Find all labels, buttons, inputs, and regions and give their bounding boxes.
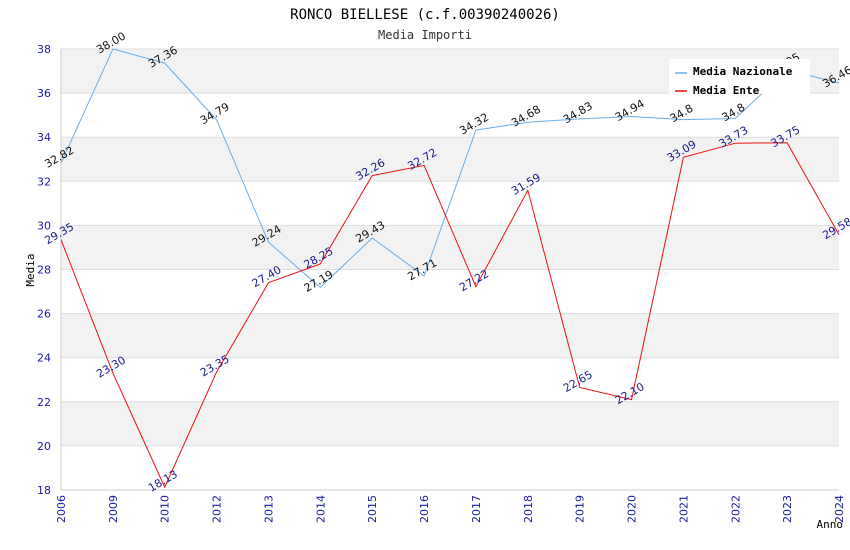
x-axis-ticks: 2006 2009 2010 2012 2013 2014 2015 2016 2017 2018… bbox=[55, 495, 846, 523]
plot-band bbox=[61, 357, 839, 402]
x-tick-label: 2012 bbox=[211, 495, 224, 523]
x-tick-label: 2016 bbox=[418, 495, 431, 523]
x-tick-label: 2010 bbox=[159, 495, 172, 523]
x-tick-label: 2020 bbox=[626, 495, 639, 523]
legend-box bbox=[669, 59, 810, 94]
y-tick-label: 38 bbox=[37, 43, 51, 56]
series-line-media-nazionale bbox=[60, 48, 840, 289]
y-tick-label: 26 bbox=[37, 308, 51, 321]
series-lines bbox=[60, 48, 840, 489]
y-tick-label: 30 bbox=[37, 219, 51, 232]
x-tick-label: 2006 bbox=[55, 495, 68, 523]
x-tick-label: 2022 bbox=[729, 495, 742, 523]
y-axis-label: Media bbox=[24, 253, 37, 286]
x-tick-label: 2021 bbox=[677, 495, 690, 523]
x-tick-label: 2024 bbox=[833, 495, 846, 523]
x-tick-label: 2009 bbox=[107, 495, 120, 523]
x-tick-label: 2015 bbox=[366, 495, 379, 523]
legend: Media Nazionale Media Ente bbox=[669, 59, 810, 97]
plot-band bbox=[61, 313, 839, 358]
y-tick-label: 36 bbox=[37, 87, 51, 100]
y-tick-label: 22 bbox=[37, 396, 51, 409]
legend-label-ente: Media Ente bbox=[693, 84, 760, 97]
plot-band bbox=[61, 445, 839, 490]
chart-title: RONCO BIELLESE (c.f.00390240026) bbox=[290, 7, 560, 23]
y-tick-label: 32 bbox=[37, 175, 51, 188]
series-line-media-ente bbox=[60, 142, 840, 489]
y-tick-label: 18 bbox=[37, 484, 51, 497]
x-axis-label: Anno bbox=[817, 518, 844, 531]
plot-band bbox=[61, 401, 839, 446]
x-tick-label: 2018 bbox=[522, 495, 535, 523]
x-tick-label: 2017 bbox=[470, 495, 483, 523]
y-tick-label: 28 bbox=[37, 264, 51, 277]
y-tick-label: 24 bbox=[37, 352, 51, 365]
y-tick-label: 20 bbox=[37, 440, 51, 453]
plot-band bbox=[61, 269, 839, 314]
x-tick-label: 2014 bbox=[314, 495, 327, 523]
legend-label-nazionale: Media Nazionale bbox=[693, 65, 793, 78]
x-tick-label: 2019 bbox=[574, 495, 587, 523]
plot-band bbox=[61, 93, 839, 138]
plot-bands bbox=[61, 49, 839, 490]
plot-band bbox=[61, 225, 839, 270]
y-tick-label: 34 bbox=[37, 131, 51, 144]
x-tick-label: 2013 bbox=[262, 495, 275, 523]
y-axis-ticks: 18 20 22 24 26 28 30 32 34 36 38 bbox=[37, 43, 51, 497]
chart-subtitle: Media Importi bbox=[378, 28, 472, 42]
x-tick-label: 2023 bbox=[781, 495, 794, 523]
plot-band bbox=[61, 137, 839, 182]
